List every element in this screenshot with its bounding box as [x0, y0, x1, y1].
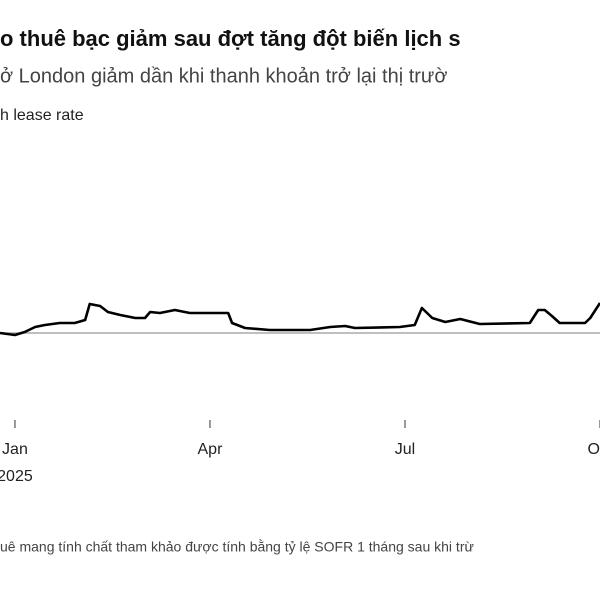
x-tick-label: Jan — [2, 441, 28, 458]
x-tick-label: Oct — [588, 441, 600, 458]
x-tick-label: Apr — [198, 441, 224, 458]
x-tick-label: Jul — [395, 441, 415, 458]
footnote: uê mang tính chất tham khảo được tính bằ… — [0, 539, 474, 555]
line — [0, 302, 600, 337]
chart-title: o thuê bạc giảm sau đợt tăng đột biến lị… — [0, 26, 461, 51]
chart-subtitle: ở London giảm dần khi thanh khoản trở lạ… — [0, 65, 447, 87]
x-year-label: 2025 — [0, 468, 33, 485]
y-axis-label: h lease rate — [0, 107, 84, 124]
